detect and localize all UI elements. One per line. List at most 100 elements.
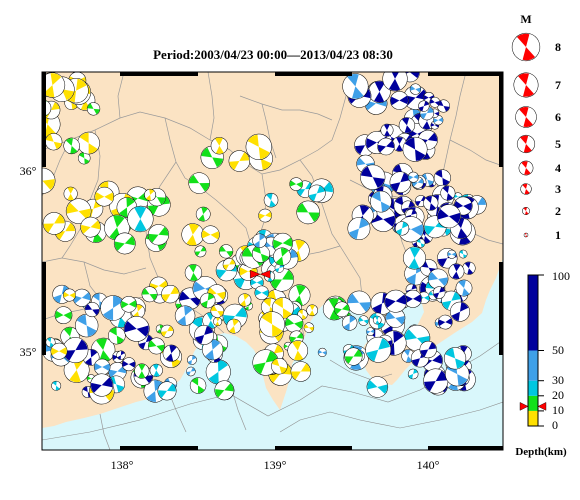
focal-mechanism [45,337,56,348]
depth-marker [519,402,547,411]
focal-mechanism [121,357,136,372]
magnitude-legend-ball [523,232,529,238]
depth-tick-label: 20 [552,388,564,402]
depth-tick-label: 10 [552,403,564,417]
focal-mechanism [50,342,68,360]
depth-tick-label: 0 [552,418,558,432]
magnitude-label: 8 [555,40,561,54]
focal-mechanism [395,221,410,236]
magnitude-legend-ball [515,106,537,128]
focal-mechanism [427,268,449,290]
focal-mechanism [189,377,207,394]
focal-mechanism [188,172,210,194]
focal-mechanism [181,223,205,246]
epicenter-marker [250,269,271,279]
depth-band [528,275,538,351]
focal-mechanism [100,295,126,321]
focal-mechanism [380,123,394,137]
focal-mechanism [347,290,372,315]
focal-mechanism [308,184,326,203]
focal-mechanism [120,296,137,313]
focal-mechanism [366,327,375,336]
focal-mechanism [157,381,177,401]
focal-mechanism [429,96,441,108]
focal-mechanism [284,314,304,333]
axis-labels: 36° 35° 138° 139° 140° [20,164,440,472]
focal-mechanism [366,376,389,398]
depth-tick-label: 100 [552,269,570,283]
lat-tick-label: 35° [20,345,37,359]
focal-mechanism [222,258,236,271]
depth-scale-title: Depth(km) [515,446,567,458]
focal-mechanism [377,137,395,156]
focal-mechanism [75,313,99,338]
focal-mechanism [368,80,391,103]
focal-mechanism [259,311,285,338]
focal-mechanism [290,361,312,382]
focal-mechanism [455,279,473,297]
focal-mechanism [149,363,163,377]
depth-band [528,380,538,396]
depth-color-scale: 100 50 30 20 10 0 Depth(km) [515,269,570,458]
magnitude-legend-title: M [520,12,531,26]
focal-mechanisms [42,72,487,405]
focal-mechanism [423,195,439,211]
focal-mechanism [201,338,224,361]
focal-mechanism [389,91,409,110]
focal-mechanism [184,264,203,282]
focal-mechanism [148,337,165,355]
focal-mechanism [54,306,73,325]
focal-mechanism [254,285,269,301]
magnitude-label: 6 [555,110,561,124]
focal-mechanism [385,308,406,328]
map-frame-ticks [42,72,503,450]
focal-mechanism [432,286,446,299]
magnitude-legend-ball [518,160,534,176]
focal-mechanism [297,309,308,320]
focal-mechanism [245,133,272,160]
focal-mechanism [174,305,196,326]
focal-mechanism [458,249,468,259]
depth-tick-label: 50 [552,343,564,357]
focal-mechanism [287,340,309,361]
focal-mechanism [199,292,216,309]
focal-mechanism [289,177,303,191]
focal-mechanism [186,366,196,377]
focal-mechanism [263,192,279,208]
focal-mechanism [365,336,392,363]
focal-mechanism [201,225,220,244]
focal-mechanism [440,185,456,201]
focal-mechanism [127,205,154,233]
focal-mechanism [194,325,215,345]
magnitude-label: 5 [555,137,561,151]
depth-band [528,395,538,411]
focal-mechanism [398,117,416,134]
focal-mechanism [272,232,293,254]
focal-mechanism [86,102,101,116]
focal-mechanism [195,206,211,222]
magnitude-legend: M 8 7 6 5 4 3 2 1 [511,12,561,242]
focal-mechanism [443,347,467,370]
magnitude-label: 7 [555,78,561,92]
magnitude-legend-ball [513,72,539,98]
magnitude-label: 3 [555,182,561,196]
focal-mechanism [448,263,465,280]
focal-mechanism [407,368,419,380]
focal-mechanism [160,324,174,338]
focal-mechanism [258,208,272,223]
focal-mechanism [273,247,292,266]
focal-mechanism [437,314,453,330]
lat-tick-label: 36° [20,164,37,178]
map-area [41,71,504,451]
focal-mechanism [108,326,126,345]
focal-mechanism [113,232,136,255]
focal-mechanism [462,261,476,275]
focal-mechanism [162,344,180,362]
magnitude-label: 4 [555,161,561,175]
focal-mechanism [402,136,428,162]
focal-mechanism [63,288,76,302]
depth-band [528,350,538,381]
focal-mechanism [334,301,350,318]
focal-mechanism [42,72,66,98]
focal-mechanism [219,244,234,259]
